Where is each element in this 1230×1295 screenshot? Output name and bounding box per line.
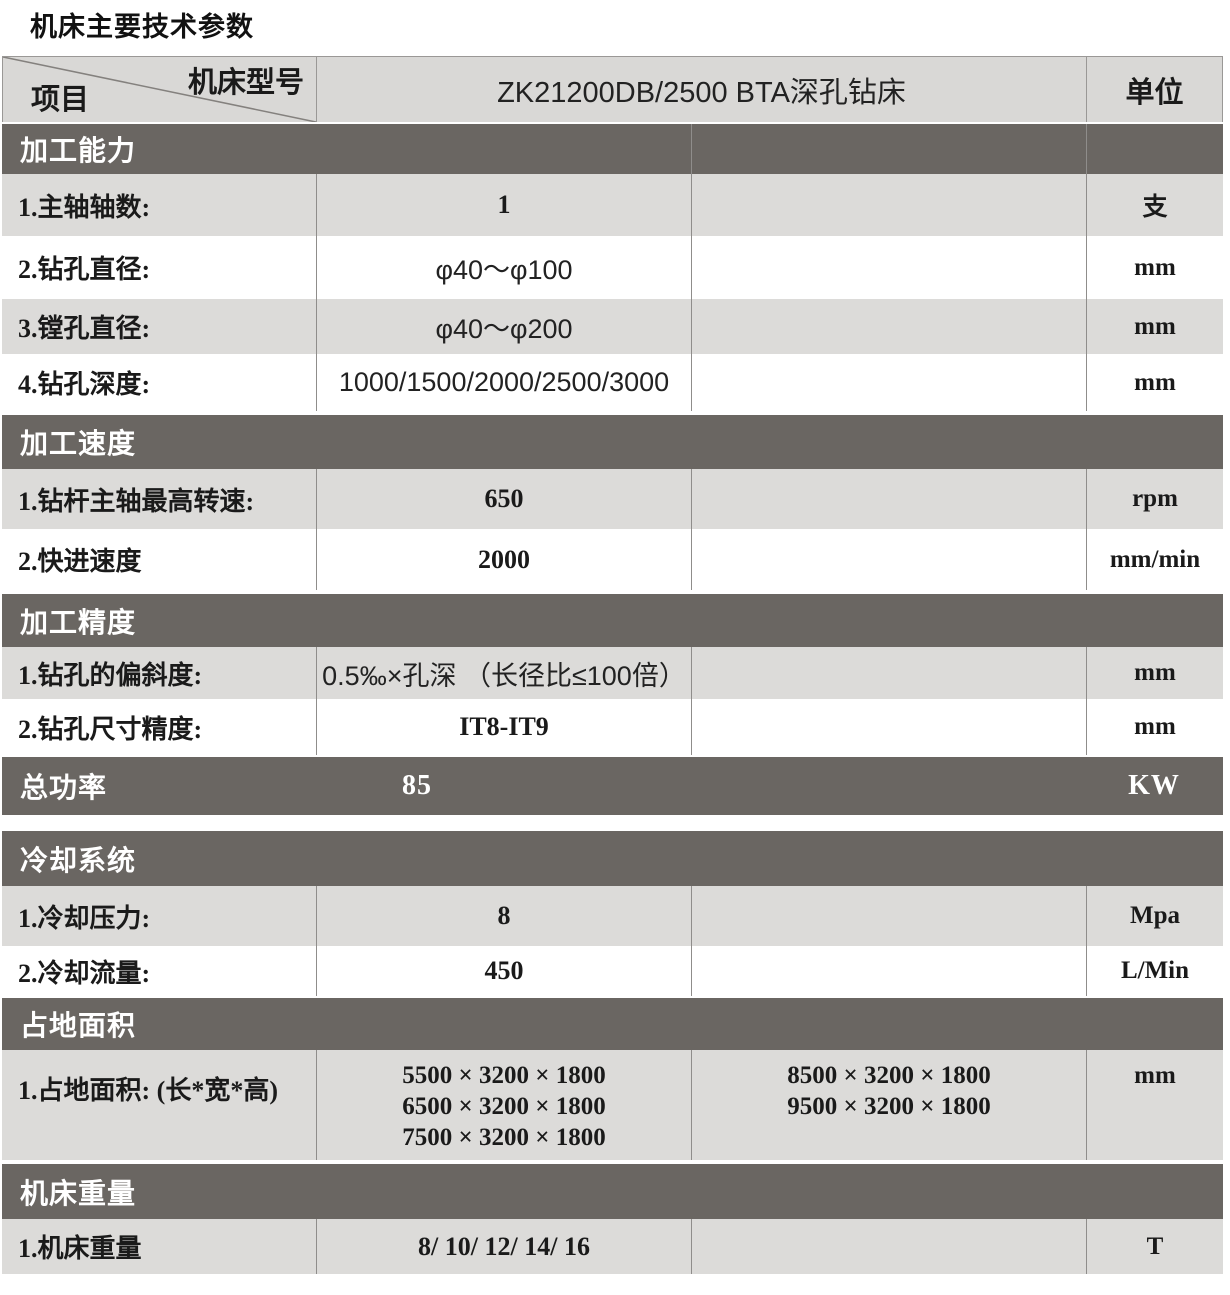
row-label: 1.钻杆主轴最高转速: [18, 486, 255, 516]
dimension-line: 7500 × 3200 × 1800 [402, 1124, 606, 1151]
row-value-secondary [691, 299, 1086, 354]
row-value-secondary: 8500 × 3200 × 1800 9500 × 3200 × 1800 [691, 1050, 1086, 1160]
diagonal-divider-line [3, 57, 316, 122]
row-value: 1000/1500/2000/2500/3000 [316, 354, 691, 411]
dimension-line: 5500 × 3200 × 1800 [402, 1062, 606, 1089]
table-row: 2.快进速度 2000 mm/min [2, 529, 1223, 590]
row-unit: mm [1086, 647, 1223, 699]
row-value: φ40～φ200 [316, 299, 691, 354]
section-title: 机床重量 [20, 1178, 137, 1210]
row-unit: 支 [1086, 174, 1223, 236]
row-unit: mm [1086, 354, 1223, 411]
row-value: 650 [316, 469, 691, 529]
section-title: 总功率 [20, 773, 108, 804]
section-header-machine-weight: 机床重量 [2, 1164, 1223, 1219]
section-header-cooling-system: 冷却系统 [2, 831, 1223, 886]
corner-cell: 机床型号 项目 [3, 57, 317, 122]
table-row: 1.占地面积: (长*宽*高) 5500 × 3200 × 1800 6500 … [2, 1050, 1223, 1160]
header-model-label: 机床型号 [187, 67, 304, 99]
section-title: 加工精度 [20, 607, 137, 639]
section-title: 加工能力 [20, 136, 137, 167]
band-empty-cell [691, 124, 1086, 174]
table-row: 4.钻孔深度: 1000/1500/2000/2500/3000 mm [2, 354, 1223, 411]
dimension-line: 6500 × 3200 × 1800 [402, 1093, 606, 1120]
row-unit: L/Min [1086, 946, 1223, 996]
row-value-secondary [691, 469, 1086, 529]
table-row: 1.机床重量 8/ 10/ 12/ 14/ 16 T [2, 1219, 1223, 1274]
table-row: 1.钻杆主轴最高转速: 650 rpm [2, 469, 1223, 529]
row-label: 1.占地面积: (长*宽*高) [18, 1076, 278, 1105]
dimension-line: 9500 × 3200 × 1800 [787, 1093, 991, 1120]
row-value: φ40～φ100 [316, 236, 691, 299]
section-header-floor-space: 占地面积 [2, 998, 1223, 1050]
table-row: 2.冷却流量: 450 L/Min [2, 946, 1223, 996]
row-label: 1.冷却压力: [18, 903, 151, 933]
section-title: 冷却系统 [20, 845, 137, 877]
table-row: 1.冷却压力: 8 Mpa [2, 886, 1223, 946]
total-power-value: 85 [402, 770, 432, 801]
header-item-label: 项目 [31, 84, 90, 116]
row-value: 0.5‰×孔深 （长径比≤100倍） [316, 647, 691, 699]
row-value: 8/ 10/ 12/ 14/ 16 [316, 1219, 691, 1274]
spec-table: 机床型号 项目 ZK21200DB/2500 BTA深孔钻床 单位 加工能力 1… [2, 56, 1223, 1274]
row-unit: Mpa [1086, 886, 1223, 946]
row-value-secondary [691, 529, 1086, 590]
table-row: 1.钻孔的偏斜度: 0.5‰×孔深 （长径比≤100倍） mm [2, 647, 1223, 699]
row-label: 2.钻孔尺寸精度: [18, 714, 203, 744]
row-label: 3.镗孔直径: [18, 314, 151, 343]
row-unit: rpm [1086, 469, 1223, 529]
row-value-secondary [691, 1219, 1086, 1274]
table-header-row: 机床型号 项目 ZK21200DB/2500 BTA深孔钻床 单位 [2, 56, 1223, 122]
section-header-machining-capability: 加工能力 [2, 124, 1223, 174]
section-header-machining-accuracy: 加工精度 [2, 594, 1223, 647]
row-value-secondary [691, 699, 1086, 755]
row-label: 1.主轴轴数: [18, 192, 151, 222]
row-value: 2000 [316, 529, 691, 590]
row-value: 1 [316, 174, 691, 236]
row-value-secondary [691, 236, 1086, 299]
row-value-secondary [691, 174, 1086, 236]
total-power-unit: KW [1128, 770, 1180, 801]
header-model-name: ZK21200DB/2500 BTA深孔钻床 [497, 76, 906, 109]
row-value-secondary [691, 886, 1086, 946]
row-label: 1.机床重量 [18, 1234, 142, 1263]
row-label: 4.钻孔深度: [18, 370, 151, 399]
page-title: 机床主要技术参数 [30, 12, 254, 42]
section-header-total-power: 总功率 85 KW [2, 757, 1223, 815]
row-value: 8 [316, 886, 691, 946]
row-unit: mm [1086, 1050, 1223, 1160]
row-unit: mm [1086, 236, 1223, 299]
table-row: 3.镗孔直径: φ40～φ200 mm [2, 299, 1223, 354]
table-row: 2.钻孔尺寸精度: IT8-IT9 mm [2, 699, 1223, 755]
row-label: 2.钻孔直径: [18, 255, 151, 284]
section-header-machining-speed: 加工速度 [2, 415, 1223, 469]
row-label: 2.冷却流量: [18, 958, 151, 988]
row-value-secondary [691, 946, 1086, 996]
section-title: 占地面积 [20, 1011, 137, 1042]
row-value-secondary [691, 354, 1086, 411]
dimension-line: 8500 × 3200 × 1800 [787, 1062, 991, 1089]
row-value: 450 [316, 946, 691, 996]
section-title: 加工速度 [20, 429, 137, 460]
row-unit: mm/min [1086, 529, 1223, 590]
table-row: 2.钻孔直径: φ40～φ100 mm [2, 236, 1223, 299]
header-unit-label: 单位 [1086, 57, 1222, 122]
band-empty-cell [1086, 124, 1223, 174]
row-unit: mm [1086, 699, 1223, 755]
row-unit: T [1086, 1219, 1223, 1274]
row-label: 1.钻孔的偏斜度: [18, 660, 203, 690]
row-value-secondary [691, 647, 1086, 699]
row-unit: mm [1086, 299, 1223, 354]
row-value: IT8-IT9 [316, 699, 691, 755]
table-row: 1.主轴轴数: 1 支 [2, 174, 1223, 236]
row-label: 2.快进速度 [18, 547, 142, 576]
row-value: 5500 × 3200 × 1800 6500 × 3200 × 1800 75… [316, 1050, 691, 1160]
